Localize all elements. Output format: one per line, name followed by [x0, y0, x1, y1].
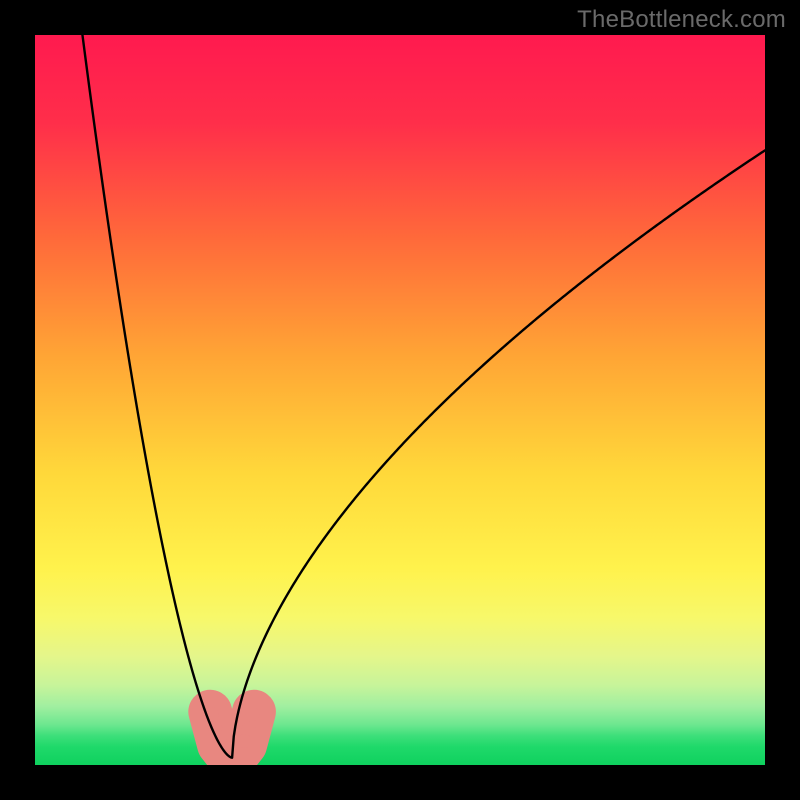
- bottleneck-curve: [82, 35, 765, 758]
- nadir-dot: [242, 722, 256, 736]
- nadir-dot: [238, 734, 252, 748]
- nadir-dot: [246, 707, 260, 721]
- watermark-text: TheBottleneck.com: [577, 6, 786, 34]
- plot-area: [35, 35, 765, 765]
- bottleneck-curve-chart: [35, 35, 765, 765]
